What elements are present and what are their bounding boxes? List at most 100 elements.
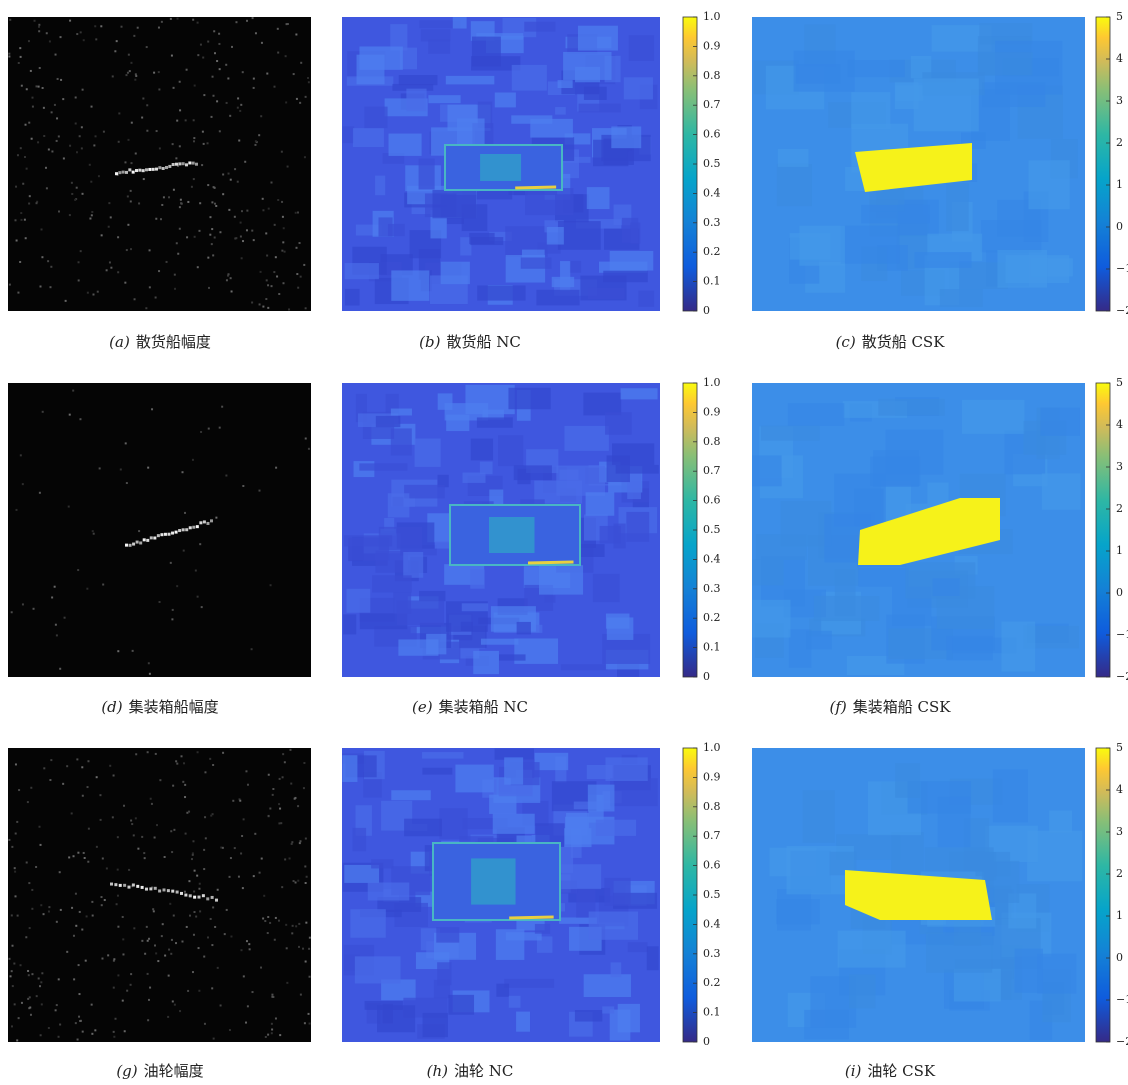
speckle-dot	[128, 869, 130, 871]
nc-patch	[584, 87, 607, 100]
speckle-dot	[123, 805, 125, 807]
speckle-dot	[143, 852, 145, 854]
colorbar-tick-label: −1	[1116, 628, 1128, 641]
speckle-dot	[71, 907, 73, 909]
speckle-dot	[118, 112, 120, 114]
speckle-dot	[166, 261, 168, 263]
nc-patch	[628, 942, 648, 952]
speckle-dot	[127, 139, 129, 141]
panel-tag: (f)	[830, 698, 847, 716]
nc-patch	[558, 221, 601, 250]
speckle-dot	[170, 18, 172, 20]
speckle-dot	[211, 201, 213, 203]
ship-echo	[146, 539, 149, 542]
colorbar-tick-label: 0	[1116, 586, 1123, 599]
speckle-dot	[91, 1004, 93, 1006]
speckle-dot	[268, 208, 270, 210]
panel-tag: (b)	[419, 333, 440, 351]
speckle-dot	[290, 783, 292, 785]
speckle-dot	[219, 231, 221, 233]
speckle-dot	[82, 1031, 84, 1033]
speckle-dot	[195, 916, 197, 918]
ship-echo	[160, 533, 163, 536]
speckle-dot	[43, 107, 45, 109]
speckle-dot	[79, 911, 81, 913]
speckle-dot	[296, 98, 298, 100]
speckle-dot	[259, 490, 261, 492]
ship-echo	[135, 169, 138, 172]
speckle-dot	[199, 883, 201, 885]
speckle-dot	[173, 87, 175, 89]
speckle-dot	[300, 994, 302, 996]
speckle-dot	[304, 156, 306, 158]
nc-patch	[611, 962, 622, 977]
ship-echo	[153, 536, 156, 539]
nc-patch	[578, 26, 618, 51]
nc-patch	[525, 188, 573, 215]
speckle-dot	[59, 871, 61, 873]
ship-echo	[119, 884, 122, 887]
speckle-dot	[94, 1029, 96, 1031]
speckle-dot	[240, 222, 242, 224]
speckle-dot	[128, 54, 130, 56]
nc-patch	[596, 820, 636, 836]
speckle-dot	[172, 609, 174, 611]
speckle-dot	[66, 765, 68, 767]
speckle-dot	[305, 838, 307, 840]
speckle-dot	[127, 72, 129, 74]
speckle-dot	[202, 131, 204, 133]
colorbar-tick-label: 0.2	[703, 611, 721, 624]
speckle-dot	[37, 141, 39, 143]
speckle-dot	[138, 202, 140, 204]
colorbar-tick-label: 0.3	[703, 582, 721, 595]
speckle-dot	[92, 915, 94, 917]
speckle-dot	[24, 156, 26, 158]
speckle-dot	[147, 751, 149, 753]
colorbar-tick-label: 0	[703, 670, 710, 683]
speckle-dot	[222, 752, 224, 754]
speckle-dot	[113, 958, 115, 960]
speckle-dot	[262, 209, 264, 211]
speckle-dot	[147, 940, 149, 942]
csk-patch	[938, 797, 971, 847]
amplitude-image	[8, 383, 311, 677]
ship-echo	[192, 526, 195, 529]
speckle-dot	[299, 242, 301, 244]
speckle-dot	[34, 20, 36, 22]
speckle-dot	[117, 650, 119, 652]
speckle-dot	[17, 915, 19, 917]
colorbar-tick-label: 0.1	[703, 641, 721, 654]
speckle-dot	[308, 448, 310, 450]
speckle-dot	[120, 468, 122, 470]
speckle-dot	[218, 33, 220, 35]
speckle-dot	[297, 805, 299, 807]
speckle-dot	[210, 815, 212, 817]
nc-patch	[404, 819, 442, 837]
nc-patch	[375, 176, 385, 196]
speckle-dot	[153, 910, 155, 912]
nc-patch	[342, 755, 357, 782]
speckle-dot	[309, 976, 311, 978]
speckle-dot	[15, 833, 17, 835]
ship-echo	[206, 897, 209, 900]
colorbar-tick-label: 0.7	[703, 98, 721, 111]
speckle-dot	[194, 870, 196, 872]
nc-patch	[389, 134, 422, 156]
speckle-dot	[47, 260, 49, 262]
speckle-dot	[29, 927, 31, 929]
speckle-dot	[15, 186, 17, 188]
speckle-dot	[28, 974, 30, 976]
speckle-dot	[149, 987, 151, 989]
colorbar-tick-label: 1.0	[703, 741, 721, 754]
speckle-dot	[156, 130, 158, 132]
nc-patch	[470, 569, 484, 588]
nc-patch	[579, 104, 621, 113]
panel-caption: (c)散货船 CSK	[836, 333, 946, 351]
speckle-dot	[191, 186, 193, 188]
speckle-dot	[110, 216, 112, 218]
speckle-dot	[133, 927, 135, 929]
speckle-dot	[243, 975, 245, 977]
speckle-dot	[184, 784, 186, 786]
ship-echo	[122, 171, 125, 174]
speckle-dot	[194, 236, 196, 238]
